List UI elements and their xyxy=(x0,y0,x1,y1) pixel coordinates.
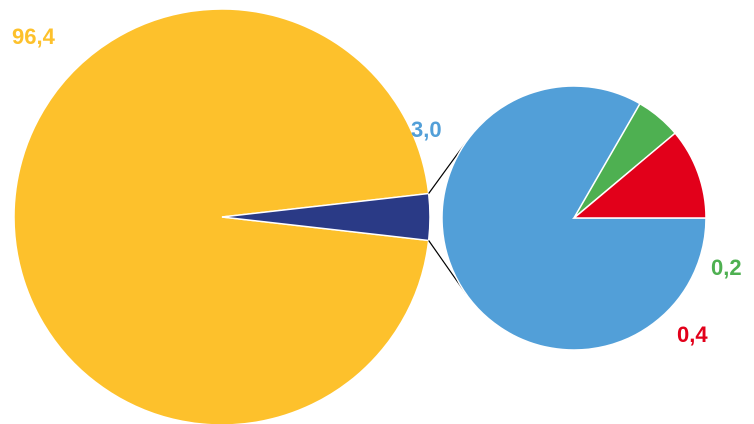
data-label-main-large: 96,4 xyxy=(12,24,56,49)
pie-slice-main-large xyxy=(13,8,430,424)
pie-slice-detail-red xyxy=(571,132,707,219)
data-label-detail-blue: 3,0 xyxy=(411,117,442,142)
pie-slice-main-other xyxy=(221,192,431,242)
detail-pie xyxy=(441,85,707,351)
data-label-detail-green: 0,2 xyxy=(711,255,742,280)
data-label-detail-red: 0,4 xyxy=(677,322,708,347)
main-pie xyxy=(13,8,431,424)
